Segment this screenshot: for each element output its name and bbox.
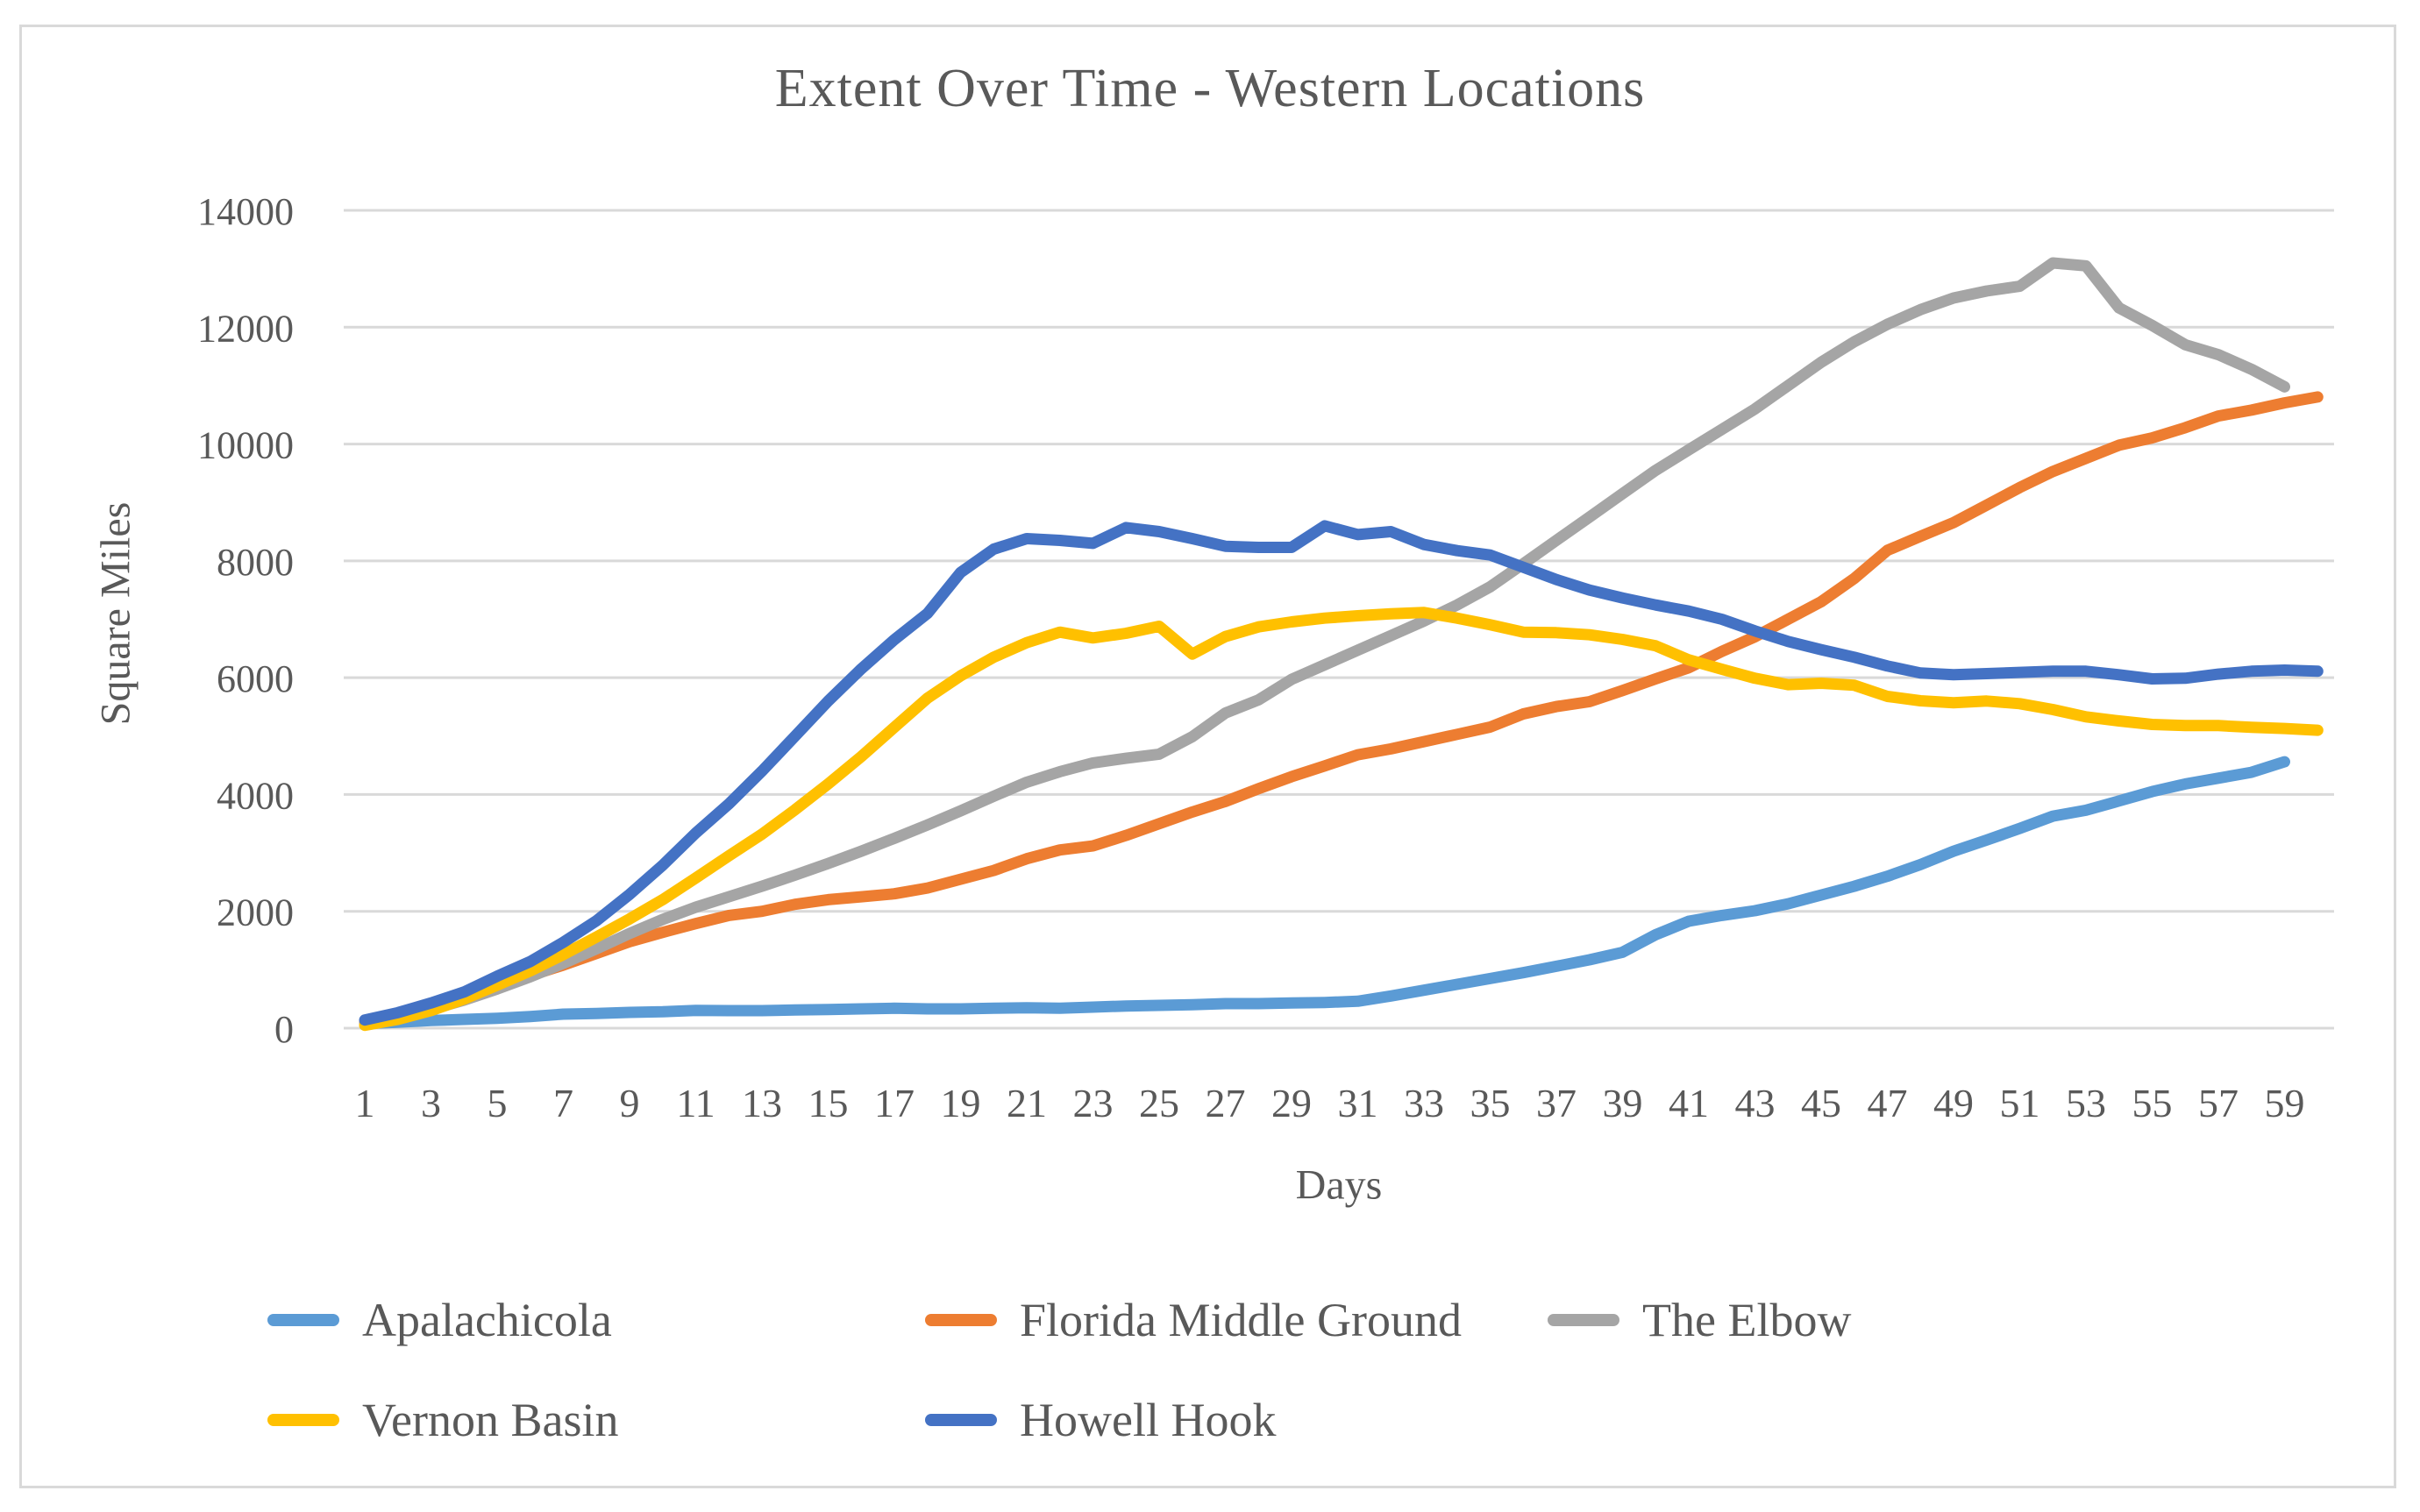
series-line-the-elbow[interactable] <box>359 257 2290 1030</box>
legend-swatch-florida-middle-ground <box>925 1314 997 1326</box>
x-tick-label: 29 <box>1271 1081 1312 1125</box>
legend-item-apalachicola[interactable]: Apalachicola <box>267 1294 612 1346</box>
x-tick-label: 23 <box>1073 1081 1114 1125</box>
x-tick-label: 41 <box>1669 1081 1709 1125</box>
x-tick-label: 1 <box>355 1081 375 1125</box>
x-tick-label: 3 <box>421 1081 441 1125</box>
x-tick-label: 51 <box>2000 1081 2040 1125</box>
legend-item-howell-hook[interactable]: Howell Hook <box>925 1394 1277 1446</box>
x-tick-label: 13 <box>742 1081 782 1125</box>
series-line-florida-middle-ground[interactable] <box>359 391 2324 1028</box>
legend-swatch-vernon-basin <box>267 1414 339 1426</box>
y-tick-label: 6000 <box>217 657 294 700</box>
x-tick-label: 45 <box>1801 1081 1841 1125</box>
x-tick-label: 21 <box>1007 1081 1047 1125</box>
legend-swatch-apalachicola <box>267 1314 339 1326</box>
y-tick-label: 0 <box>274 1008 294 1051</box>
x-tick-label: 39 <box>1603 1081 1643 1125</box>
y-tick-label: 2000 <box>217 891 294 934</box>
series-line-vernon-basin[interactable] <box>359 607 2324 1032</box>
x-tick-label: 53 <box>2066 1081 2106 1125</box>
y-tick-label: 14000 <box>197 190 294 233</box>
legend-label: Apalachicola <box>362 1294 612 1346</box>
x-tick-label: 11 <box>676 1081 715 1125</box>
x-axis-title: Days <box>1295 1161 1383 1209</box>
x-tick-label: 35 <box>1470 1081 1511 1125</box>
legend-item-florida-middle-ground[interactable]: Florida Middle Ground <box>925 1294 1462 1346</box>
x-tick-label: 5 <box>488 1081 508 1125</box>
series-line-apalachicola[interactable] <box>359 756 2290 1030</box>
x-tick-label: 37 <box>1536 1081 1577 1125</box>
x-tick-label: 9 <box>620 1081 640 1125</box>
legend-item-the-elbow[interactable]: The Elbow <box>1548 1294 1852 1346</box>
y-tick-label: 10000 <box>197 424 294 467</box>
chart-frame <box>19 25 2396 1488</box>
y-tick-label: 8000 <box>217 541 294 584</box>
x-tick-label: 15 <box>808 1081 849 1125</box>
x-tick-label: 33 <box>1404 1081 1444 1125</box>
legend-label: Florida Middle Ground <box>1020 1294 1462 1346</box>
y-axis-title: Square Miles <box>92 501 139 726</box>
legend-swatch-howell-hook <box>925 1414 997 1426</box>
x-tick-label: 49 <box>1933 1081 1974 1125</box>
chart-title: Extent Over Time - Western Locations <box>774 59 1646 118</box>
legend-label: Vernon Basin <box>362 1394 619 1446</box>
x-tick-label: 59 <box>2265 1081 2305 1125</box>
y-tick-label: 4000 <box>217 774 294 817</box>
x-tick-label: 7 <box>553 1081 573 1125</box>
x-tick-label: 47 <box>1868 1081 1908 1125</box>
x-tick-label: 57 <box>2198 1081 2238 1125</box>
x-tick-label: 25 <box>1139 1081 1179 1125</box>
x-tick-label: 31 <box>1338 1081 1378 1125</box>
legend-swatch-the-elbow <box>1548 1314 1619 1326</box>
y-tick-label: 12000 <box>197 307 294 350</box>
legend-label: The Elbow <box>1642 1294 1852 1346</box>
series-line-howell-hook[interactable] <box>359 520 2324 1026</box>
x-tick-label: 19 <box>941 1081 981 1125</box>
legend-label: Howell Hook <box>1020 1394 1277 1446</box>
x-tick-label: 17 <box>874 1081 915 1125</box>
x-tick-label: 27 <box>1206 1081 1246 1125</box>
x-tick-label: 55 <box>2132 1081 2173 1125</box>
x-tick-label: 43 <box>1735 1081 1776 1125</box>
legend-item-vernon-basin[interactable]: Vernon Basin <box>267 1394 619 1446</box>
